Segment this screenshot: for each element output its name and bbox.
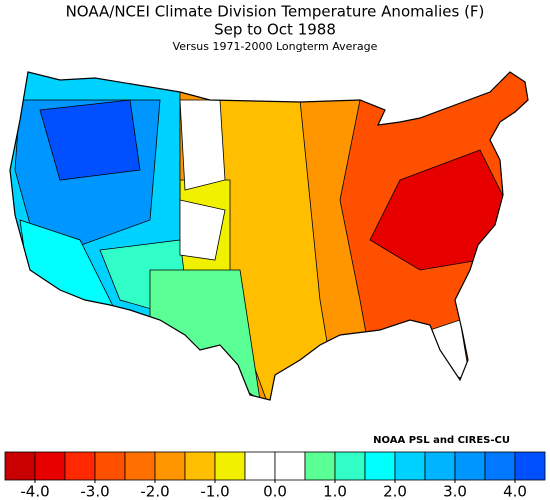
- colorbar-swatch: [214, 451, 246, 481]
- colorbar-tick-label: 3.0: [443, 483, 467, 500]
- colorbar-tick-label: 1.0: [323, 483, 347, 500]
- colorbar-swatch: [364, 451, 396, 481]
- colorbar-swatch: [334, 451, 366, 481]
- colorbar-swatch: [304, 451, 336, 481]
- colorbar-swatch: [424, 451, 456, 481]
- colorbar-swatch: [124, 451, 156, 481]
- colorbar-swatch: [244, 451, 276, 481]
- us-map: [9, 71, 529, 401]
- colorbar-swatch: [454, 451, 486, 481]
- colorbar-swatch: [274, 451, 306, 481]
- colorbar-tick-label: 2.0: [383, 483, 407, 500]
- colorbar-tick-label: -1.0: [200, 483, 229, 500]
- colorbar-swatch: [64, 451, 96, 481]
- colorbar-tick-label: -3.0: [80, 483, 109, 500]
- colorbar-tick-label: 0.0: [263, 483, 287, 500]
- colorbar-swatch: [4, 451, 36, 481]
- colorbar-tick-label: -2.0: [140, 483, 169, 500]
- colorbar-swatch: [394, 451, 426, 481]
- colorbar-swatch: [34, 451, 66, 481]
- title: NOAA/NCEI Climate Division Temperature A…: [66, 3, 485, 21]
- colorbar-swatch: [154, 451, 186, 481]
- colorbar-swatch: [514, 451, 546, 481]
- subtitle: Sep to Oct 1988: [214, 21, 336, 39]
- colorbar-swatch: [484, 451, 516, 481]
- note: Versus 1971-2000 Longterm Average: [173, 40, 378, 53]
- colorbar-swatch: [184, 451, 216, 481]
- colorbar: -4.0 -3.0 -2.0 -1.0 0.0 1.0 2.0 3.0 4.0: [4, 451, 546, 500]
- colorbar-tick-label: -4.0: [20, 483, 49, 500]
- credit: NOAA PSL and CIRES-CU: [373, 435, 510, 446]
- colorbar-swatch: [94, 451, 126, 481]
- colorbar-tick-label: 4.0: [503, 483, 527, 500]
